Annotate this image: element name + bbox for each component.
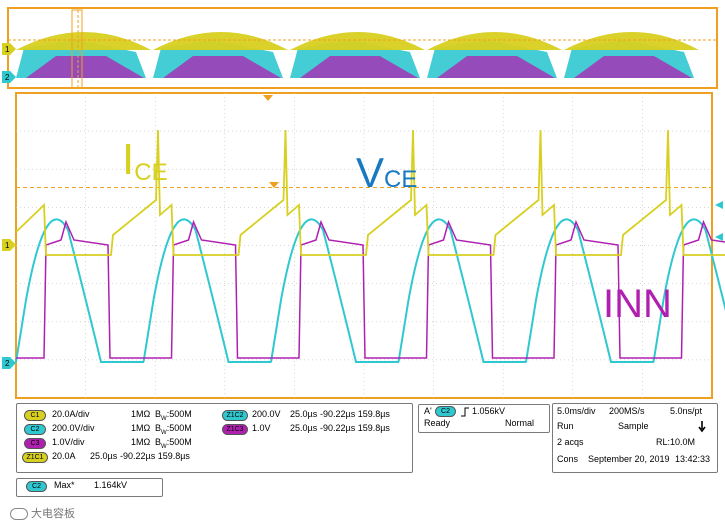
trigger-mode: Normal — [505, 418, 535, 428]
overview-ch3-envelope — [26, 56, 692, 78]
channel-2-badge[interactable]: C2 — [24, 424, 46, 435]
measurement-channel-badge[interactable]: C2 — [26, 481, 47, 492]
trigger-position-marker — [263, 95, 273, 101]
watermark-text: 大电容板 — [31, 508, 75, 520]
trigger-level: 1.056kV — [472, 406, 506, 416]
zoom-channel-2-badge[interactable]: Z1C3 — [222, 424, 248, 435]
capture-date: September 20, 2019 — [588, 454, 670, 464]
ch2-ground-marker-text: 2 — [5, 359, 10, 368]
channel-2-scale: 200.0V/div — [52, 423, 95, 433]
ch2-ground-marker — [2, 357, 16, 369]
inn-label: INN — [603, 282, 672, 326]
zoom-channel-2-range: -90.22µs 159.8µs — [320, 423, 390, 433]
channel-2-bandwidth: BW:500M — [155, 423, 192, 436]
channel-3-bandwidth: BW:500M — [155, 437, 192, 450]
measurement-value: 1.164kV — [94, 480, 128, 490]
watermark: 大电容板 — [10, 505, 75, 521]
zoom-channel-3-range: -90.22µs 159.8µs — [120, 451, 190, 461]
acquisition-panel — [552, 403, 718, 473]
channel-3-scale: 1.0V/div — [52, 437, 85, 447]
channel-1-scale: 20.0A/div — [52, 409, 90, 419]
channel-3-badge[interactable]: C3 — [24, 438, 46, 449]
sample-rate: 200MS/s — [609, 406, 645, 416]
overview-zoom-window — [71, 9, 83, 89]
channel-settings-panel — [16, 403, 413, 473]
overview-ch2-marker — [2, 71, 16, 83]
channel-3-impedance: 1MΩ — [131, 437, 151, 447]
zoom-channel-1-badge[interactable]: Z1C2 — [222, 410, 248, 421]
capture-time: 13:42:33 — [675, 454, 711, 464]
rising-edge-icon — [461, 407, 469, 417]
overview-ch2-marker-text: 2 — [5, 73, 10, 82]
overview-ch1-marker-text: 1 — [5, 45, 10, 54]
zoom-channel-1-timebase: 25.0µs — [290, 409, 318, 419]
ch1-ice-trace — [15, 129, 725, 256]
ice-label: ICE — [122, 135, 168, 186]
zoom-channel-2-scale: 1.0V — [252, 423, 271, 433]
zoom-channel-1-range: -90.22µs 159.8µs — [320, 409, 390, 419]
trigger-source-label: A' — [424, 406, 432, 416]
arrow-down-icon — [698, 421, 706, 433]
run-state: Run — [557, 421, 574, 431]
time-resolution: 5.0ns/pt — [670, 406, 703, 416]
overview-ch1-marker — [2, 43, 16, 55]
measurement-panel — [16, 478, 163, 497]
zoom-channel-1-scale: 200.0V — [252, 409, 281, 419]
trigger-point-marker — [269, 182, 279, 188]
cons-label: Cons — [557, 454, 579, 464]
trigger-state: Ready — [424, 418, 451, 428]
channel-1-impedance: 1MΩ — [131, 409, 151, 419]
measurement-name: Max* — [54, 480, 75, 490]
channel-2-impedance: 1MΩ — [131, 423, 151, 433]
logo-icon — [10, 508, 28, 521]
channel-1-badge[interactable]: C1 — [24, 410, 46, 421]
zoom-channel-2-timebase: 25.0µs — [290, 423, 318, 433]
record-length: RL:10.0M — [656, 437, 696, 447]
right-offset-marker-2 — [715, 233, 723, 241]
ch1-ground-marker-text: 1 — [5, 241, 10, 250]
acquisition-count: 2 acqs — [557, 437, 584, 447]
zoom-channel-3-timebase: 25.0µs — [90, 451, 118, 461]
vce-label: VCE — [356, 149, 418, 196]
horizontal-scale: 5.0ms/div — [557, 406, 596, 416]
channel-1-bandwidth: BW:500M — [155, 409, 192, 422]
zoom-channel-3-badge[interactable]: Z1C1 — [22, 452, 48, 463]
ch2-vce-trace — [15, 218, 725, 363]
overview-ch1-envelope — [16, 32, 699, 50]
right-offset-marker — [715, 201, 723, 209]
zoom-channel-3-scale: 20.0A — [52, 451, 76, 461]
waveform-display: 1 2 1 2 — [2, 7, 725, 399]
trigger-channel-badge[interactable]: C2 — [435, 406, 456, 417]
ch1-ground-marker — [2, 239, 16, 251]
ch3-inn-trace — [16, 219, 725, 359]
sample-mode: Sample — [618, 421, 649, 431]
